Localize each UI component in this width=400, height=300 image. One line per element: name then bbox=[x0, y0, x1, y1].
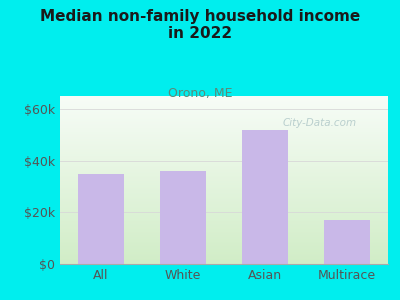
Bar bbox=[324, 220, 370, 264]
Text: Orono, ME: Orono, ME bbox=[168, 87, 232, 100]
Bar bbox=[78, 173, 124, 264]
Text: Median non-family household income
in 2022: Median non-family household income in 20… bbox=[40, 9, 360, 41]
Bar bbox=[242, 130, 288, 264]
Bar bbox=[160, 171, 206, 264]
Text: City-Data.com: City-Data.com bbox=[283, 118, 357, 128]
